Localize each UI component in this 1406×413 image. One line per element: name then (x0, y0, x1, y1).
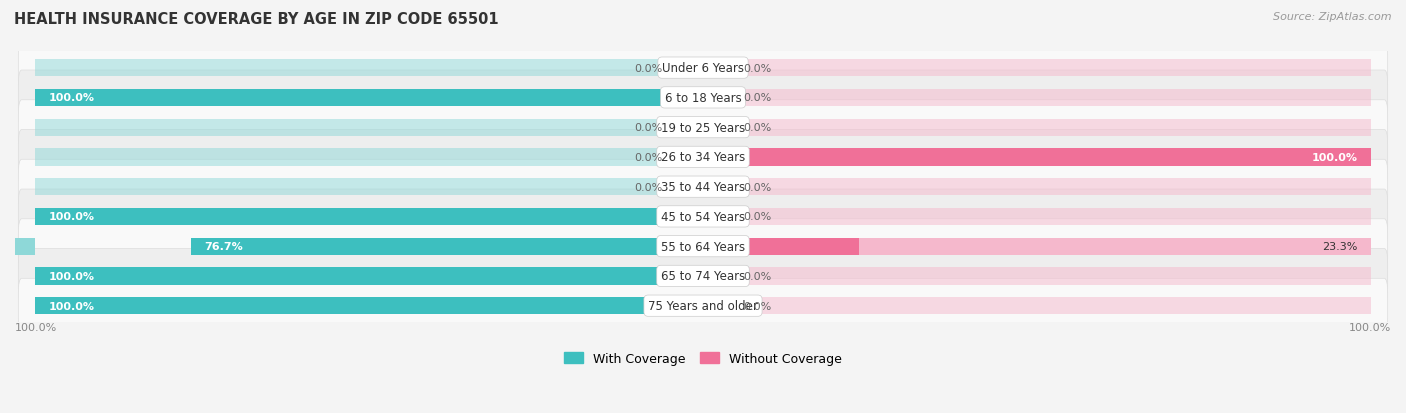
Text: 0.0%: 0.0% (744, 271, 772, 281)
Bar (737, 178, 1371, 196)
Bar (669, 60, 703, 77)
FancyBboxPatch shape (18, 71, 1388, 126)
Bar (35, 208, 703, 225)
FancyBboxPatch shape (18, 190, 1388, 244)
Legend: With Coverage, Without Coverage: With Coverage, Without Coverage (564, 351, 842, 365)
Text: 100.0%: 100.0% (15, 322, 58, 332)
Text: 35 to 44 Years: 35 to 44 Years (661, 181, 745, 194)
Text: 0.0%: 0.0% (744, 212, 772, 222)
Bar (703, 178, 737, 196)
Bar (737, 60, 1371, 77)
Bar (35, 149, 669, 166)
FancyBboxPatch shape (18, 41, 1388, 96)
Bar (737, 208, 1371, 225)
Bar (0, 238, 35, 255)
Text: 100.0%: 100.0% (1312, 152, 1358, 162)
Text: 0.0%: 0.0% (744, 64, 772, 74)
Text: 0.0%: 0.0% (744, 301, 772, 311)
Bar (703, 119, 737, 136)
Bar (737, 297, 1371, 315)
FancyBboxPatch shape (18, 100, 1388, 155)
Bar (703, 238, 859, 255)
Bar (703, 208, 737, 225)
Bar (35, 90, 703, 107)
Text: 19 to 25 Years: 19 to 25 Years (661, 121, 745, 134)
Bar (35, 178, 669, 196)
Bar (737, 119, 1371, 136)
Text: HEALTH INSURANCE COVERAGE BY AGE IN ZIP CODE 65501: HEALTH INSURANCE COVERAGE BY AGE IN ZIP … (14, 12, 499, 27)
Text: 0.0%: 0.0% (744, 182, 772, 192)
Bar (191, 238, 703, 255)
Text: Under 6 Years: Under 6 Years (662, 62, 744, 75)
Bar (35, 268, 703, 285)
Text: 76.7%: 76.7% (204, 242, 243, 252)
Text: 100.0%: 100.0% (48, 93, 94, 103)
FancyBboxPatch shape (18, 130, 1388, 185)
FancyBboxPatch shape (18, 279, 1388, 333)
Text: 0.0%: 0.0% (744, 123, 772, 133)
Text: 0.0%: 0.0% (744, 93, 772, 103)
Text: 75 Years and older: 75 Years and older (648, 299, 758, 312)
Text: 0.0%: 0.0% (634, 64, 662, 74)
Bar (859, 238, 1371, 255)
Text: 65 to 74 Years: 65 to 74 Years (661, 270, 745, 283)
Text: 45 to 54 Years: 45 to 54 Years (661, 210, 745, 223)
FancyBboxPatch shape (18, 249, 1388, 304)
Text: 100.0%: 100.0% (48, 212, 94, 222)
Text: 26 to 34 Years: 26 to 34 Years (661, 151, 745, 164)
Bar (703, 149, 1371, 166)
Text: 0.0%: 0.0% (634, 123, 662, 133)
Bar (35, 60, 669, 77)
Text: 0.0%: 0.0% (634, 182, 662, 192)
Text: 55 to 64 Years: 55 to 64 Years (661, 240, 745, 253)
Bar (35, 119, 669, 136)
Bar (703, 268, 737, 285)
Bar (669, 178, 703, 196)
Bar (703, 60, 737, 77)
Bar (669, 119, 703, 136)
Text: 100.0%: 100.0% (48, 271, 94, 281)
Bar (669, 149, 703, 166)
Bar (737, 268, 1371, 285)
FancyBboxPatch shape (18, 160, 1388, 214)
Bar (703, 297, 737, 315)
FancyBboxPatch shape (18, 219, 1388, 274)
Text: 6 to 18 Years: 6 to 18 Years (665, 92, 741, 104)
Text: 100.0%: 100.0% (48, 301, 94, 311)
Text: 100.0%: 100.0% (1348, 322, 1391, 332)
Text: Source: ZipAtlas.com: Source: ZipAtlas.com (1274, 12, 1392, 22)
Text: 0.0%: 0.0% (634, 152, 662, 162)
Bar (703, 90, 737, 107)
Bar (35, 297, 703, 315)
Bar (737, 90, 1371, 107)
Text: 23.3%: 23.3% (1322, 242, 1358, 252)
